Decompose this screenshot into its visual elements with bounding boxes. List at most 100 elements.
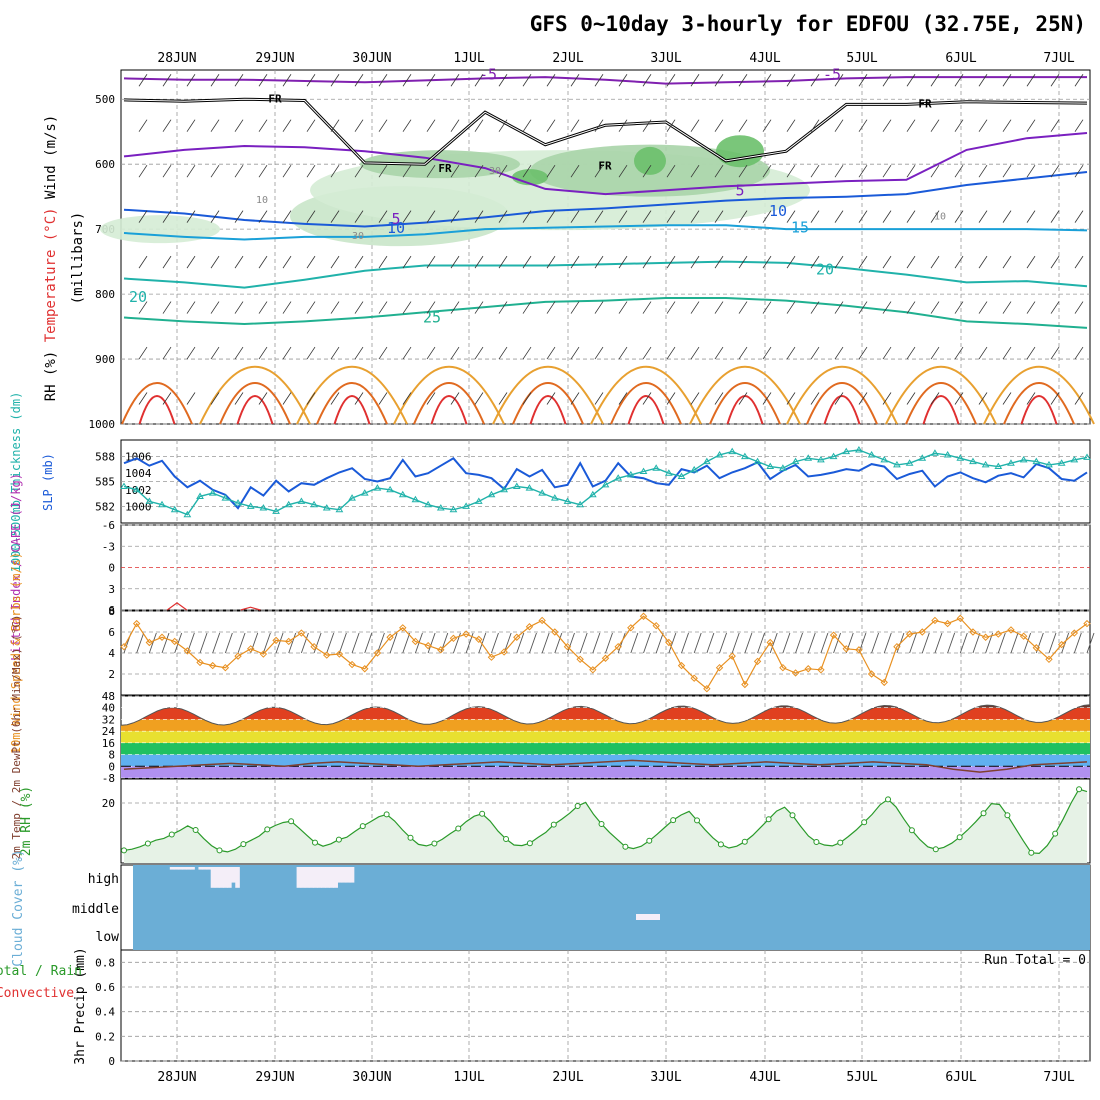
wind-barb (474, 255, 484, 269)
slp-marker (855, 445, 863, 453)
isotherm-label: 20 (129, 288, 147, 306)
date-label-top: 5JUL (846, 51, 877, 66)
isotherm-line (123, 76, 1087, 85)
rh-marker (980, 810, 987, 817)
pressure-tick: 500 (95, 93, 115, 106)
warm-isotherm-arc (905, 382, 977, 425)
wind-barb (570, 74, 580, 87)
wind-speed-marker (1070, 629, 1079, 637)
slp-marker (246, 502, 255, 509)
cloud-high-block (317, 867, 322, 888)
wind-speed-marker (297, 629, 306, 637)
wind-barb (858, 301, 868, 314)
date-label-top: 28JUN (157, 51, 196, 66)
wind-speed-marker (1032, 644, 1041, 652)
wind-barb (546, 392, 556, 405)
wind-barb (498, 255, 508, 269)
wind-speed-marker (475, 635, 483, 644)
wind-barb-10m (947, 632, 956, 654)
wind-barb-10m (224, 632, 233, 654)
wind-barb-10m (262, 632, 271, 654)
wind-speed-marker (247, 645, 255, 653)
cloud-high-block (186, 867, 191, 870)
wind-barb-10m (833, 632, 842, 654)
date-label-bottom: 6JUL (945, 1070, 976, 1085)
wind-barb (546, 346, 556, 360)
wind-speed-marker (538, 616, 546, 625)
wind-barb (162, 210, 172, 223)
wind-barb (426, 74, 436, 87)
wind-barb-10m (909, 632, 918, 654)
cloud-high-block (214, 867, 220, 888)
wind-barb (138, 210, 148, 223)
rh-marker (885, 796, 892, 803)
wind-barb (378, 346, 388, 360)
cloud-high-block (202, 867, 208, 870)
wind-barb (834, 119, 844, 132)
wind-barb (594, 74, 604, 87)
slp-marker (272, 507, 280, 514)
slp-marker (931, 449, 939, 456)
wind-barb-10m (376, 632, 385, 654)
slp-marker (234, 499, 242, 506)
wind-barb (930, 74, 940, 87)
wind-speed-marker (563, 642, 572, 651)
warm-isotherm-arc (806, 382, 878, 425)
wind-barb-10m (478, 632, 487, 654)
wind-barb (546, 119, 556, 132)
wind-barb (1026, 164, 1036, 178)
wind-barb (1050, 255, 1060, 269)
wind-barb (450, 255, 460, 269)
rh-marker (1028, 849, 1035, 856)
wind-barb (450, 210, 460, 223)
wind-barb (498, 392, 508, 405)
wind-barb (498, 164, 508, 178)
precip-total-label: Total / Rain (0, 964, 82, 979)
wind-barb (1074, 346, 1084, 360)
wind-speed-marker (183, 647, 192, 655)
wind-barb-10m (237, 632, 246, 654)
slp-marker (208, 489, 217, 496)
cloud-high-block (190, 867, 195, 870)
wind-barb (714, 255, 724, 269)
wind-barb (354, 301, 364, 314)
slp-marker (614, 474, 623, 481)
wind-barb-10m (1061, 632, 1070, 654)
slp-marker (322, 504, 331, 511)
wind-barb (402, 255, 412, 269)
rh-marker (694, 817, 701, 824)
wind-barb (906, 392, 916, 405)
wind-barb (522, 255, 532, 269)
wind-barb (498, 346, 508, 360)
wind-barb (762, 392, 772, 405)
wind-speed-marker (969, 628, 977, 636)
rh-axis-label: 2m RH (%) (19, 786, 34, 856)
wind-barb (954, 255, 964, 269)
wind-barb (978, 210, 988, 223)
rh-marker (503, 836, 510, 842)
rh-area (124, 789, 1087, 863)
date-label-top: 30JUN (352, 51, 391, 66)
slp-marker (817, 455, 825, 463)
wind-speed-marker (665, 638, 673, 647)
isotherm-label: 10 (769, 202, 787, 220)
chart-title: GFS 0~10day 3-hourly for EDFOU (32.75E, … (529, 12, 1086, 36)
rh-shading (716, 135, 764, 168)
wind-speed-marker (880, 678, 888, 687)
rh-contour-label: 10 (256, 195, 268, 206)
wind-barb-10m (807, 632, 816, 654)
wind-barb-10m (795, 632, 803, 654)
wind-speed-marker (323, 651, 331, 659)
wind-barb-10m (782, 632, 791, 654)
wind-barb (138, 164, 148, 178)
wind-barb (930, 119, 940, 132)
stability-axis-label: Lifted Index / CAPE (J/kg) (9, 473, 23, 661)
precip-tick: 0.2 (95, 1030, 115, 1043)
wind-barb (978, 392, 988, 405)
warm-isotherm-arc (627, 395, 665, 425)
wind-speed-marker (905, 630, 914, 638)
wind-barb (786, 74, 796, 87)
wind-barb (666, 392, 676, 405)
wind-barb (834, 392, 844, 405)
rh-marker (717, 841, 724, 848)
